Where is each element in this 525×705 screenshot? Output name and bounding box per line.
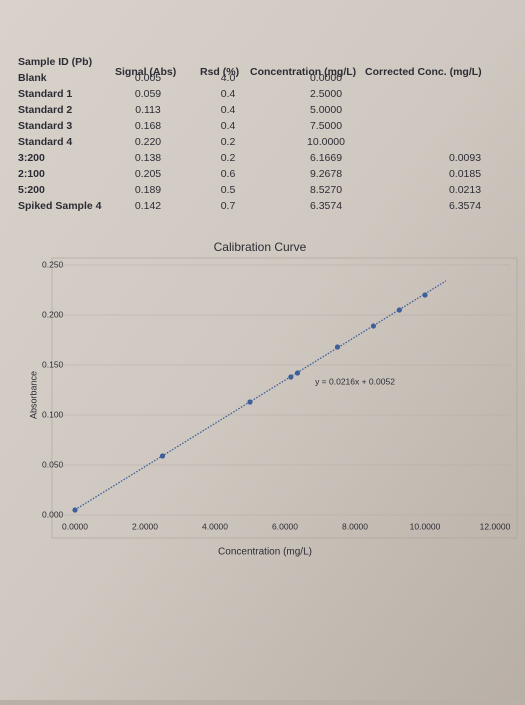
- y-tick-label: 0.200: [42, 309, 64, 319]
- cell: 0.205: [135, 168, 161, 180]
- cell: 0.005: [135, 72, 161, 84]
- cell: 0.189: [135, 184, 161, 196]
- cell: 0.2: [221, 152, 236, 164]
- cell: 10.0000: [307, 136, 345, 148]
- x-axis-label: Concentration (mg/L): [218, 547, 312, 558]
- column-header: Signal (Abs): [115, 66, 176, 78]
- x-tick-label: 0.0000: [62, 521, 88, 531]
- point: [396, 307, 402, 313]
- row-label: 3:200: [18, 152, 45, 164]
- chart: Calibration Curve 0.000 0.050 0.100 0.150 0.2…: [28, 240, 518, 558]
- y-tick-label: 0.000: [42, 509, 64, 519]
- row-label: Standard 1: [18, 88, 72, 100]
- column-header: Concentration (mg/L): [250, 66, 356, 78]
- row-label: Spiked Sample 4: [18, 200, 102, 212]
- cell: 0.2: [221, 136, 236, 148]
- cell: 0.4: [221, 120, 236, 132]
- cell: 0.4: [221, 104, 236, 116]
- cell: 0.0000: [310, 72, 342, 84]
- point: [159, 453, 166, 459]
- cell: 0.168: [135, 120, 161, 132]
- x-tick-label: 8.0000: [342, 521, 368, 531]
- chart-title: Calibration Curve: [214, 240, 307, 254]
- column-header: Sample ID (Pb): [18, 56, 92, 68]
- cell: 6.1669: [310, 152, 342, 164]
- cell: 0.0213: [449, 184, 481, 196]
- point: [294, 370, 301, 376]
- trendline-equation: y = 0.0216x + 0.0052: [315, 376, 395, 386]
- cell: 0.0093: [449, 152, 481, 164]
- cell: 0.0185: [449, 168, 481, 180]
- point: [370, 323, 377, 329]
- row-label: Standard 2: [18, 104, 72, 116]
- cell: 0.113: [135, 104, 161, 116]
- cell: 0.059: [135, 88, 161, 100]
- cell: 5.0000: [310, 104, 342, 116]
- y-axis-label: Absorbance: [28, 371, 38, 419]
- cell: 0.138: [135, 152, 161, 164]
- plot-area: [51, 257, 518, 539]
- cell: 0.220: [135, 136, 161, 148]
- column-header: Corrected Conc. (mg/L): [365, 66, 482, 78]
- row-label: Blank: [18, 72, 47, 84]
- row-label: Standard 3: [18, 120, 72, 132]
- trendline: [74, 280, 447, 511]
- point: [247, 399, 253, 405]
- cell: 6.3574: [449, 200, 481, 212]
- y-tick-label: 0.150: [42, 359, 64, 369]
- cell: 9.2678: [310, 168, 342, 180]
- x-tick-label: 6.0000: [272, 521, 298, 531]
- cell: 0.4: [221, 88, 236, 100]
- point: [334, 344, 341, 350]
- cell: 0.6: [221, 168, 236, 180]
- row-label: 5:200: [18, 184, 45, 196]
- point: [72, 507, 78, 513]
- y-tick-label: 0.250: [42, 259, 64, 269]
- x-tick-label: 4.0000: [202, 521, 228, 531]
- x-tick-label: 12.0000: [480, 521, 511, 531]
- y-tick-label: 0.050: [42, 459, 64, 469]
- cell: 4.0: [221, 72, 236, 84]
- table: Sample ID (Pb) Signal (Abs) Rsd (%) Concent…: [18, 56, 482, 212]
- x-tick-label: 10.0000: [410, 521, 441, 531]
- cell: 0.5: [221, 184, 236, 196]
- cell: 6.3574: [310, 200, 342, 212]
- cell: 0.7: [221, 200, 236, 212]
- point: [288, 374, 294, 380]
- cell: 7.5000: [310, 120, 342, 132]
- x-tick-label: 2.0000: [132, 521, 158, 531]
- point: [422, 292, 428, 298]
- column-header: Rsd (%): [200, 66, 239, 78]
- cell: 0.142: [135, 200, 161, 212]
- row-label: 2:100: [18, 168, 45, 180]
- cell: 8.5270: [310, 184, 342, 196]
- cell: 2.5000: [310, 88, 342, 100]
- y-tick-label: 0.100: [42, 409, 64, 419]
- row-label: Standard 4: [18, 136, 72, 148]
